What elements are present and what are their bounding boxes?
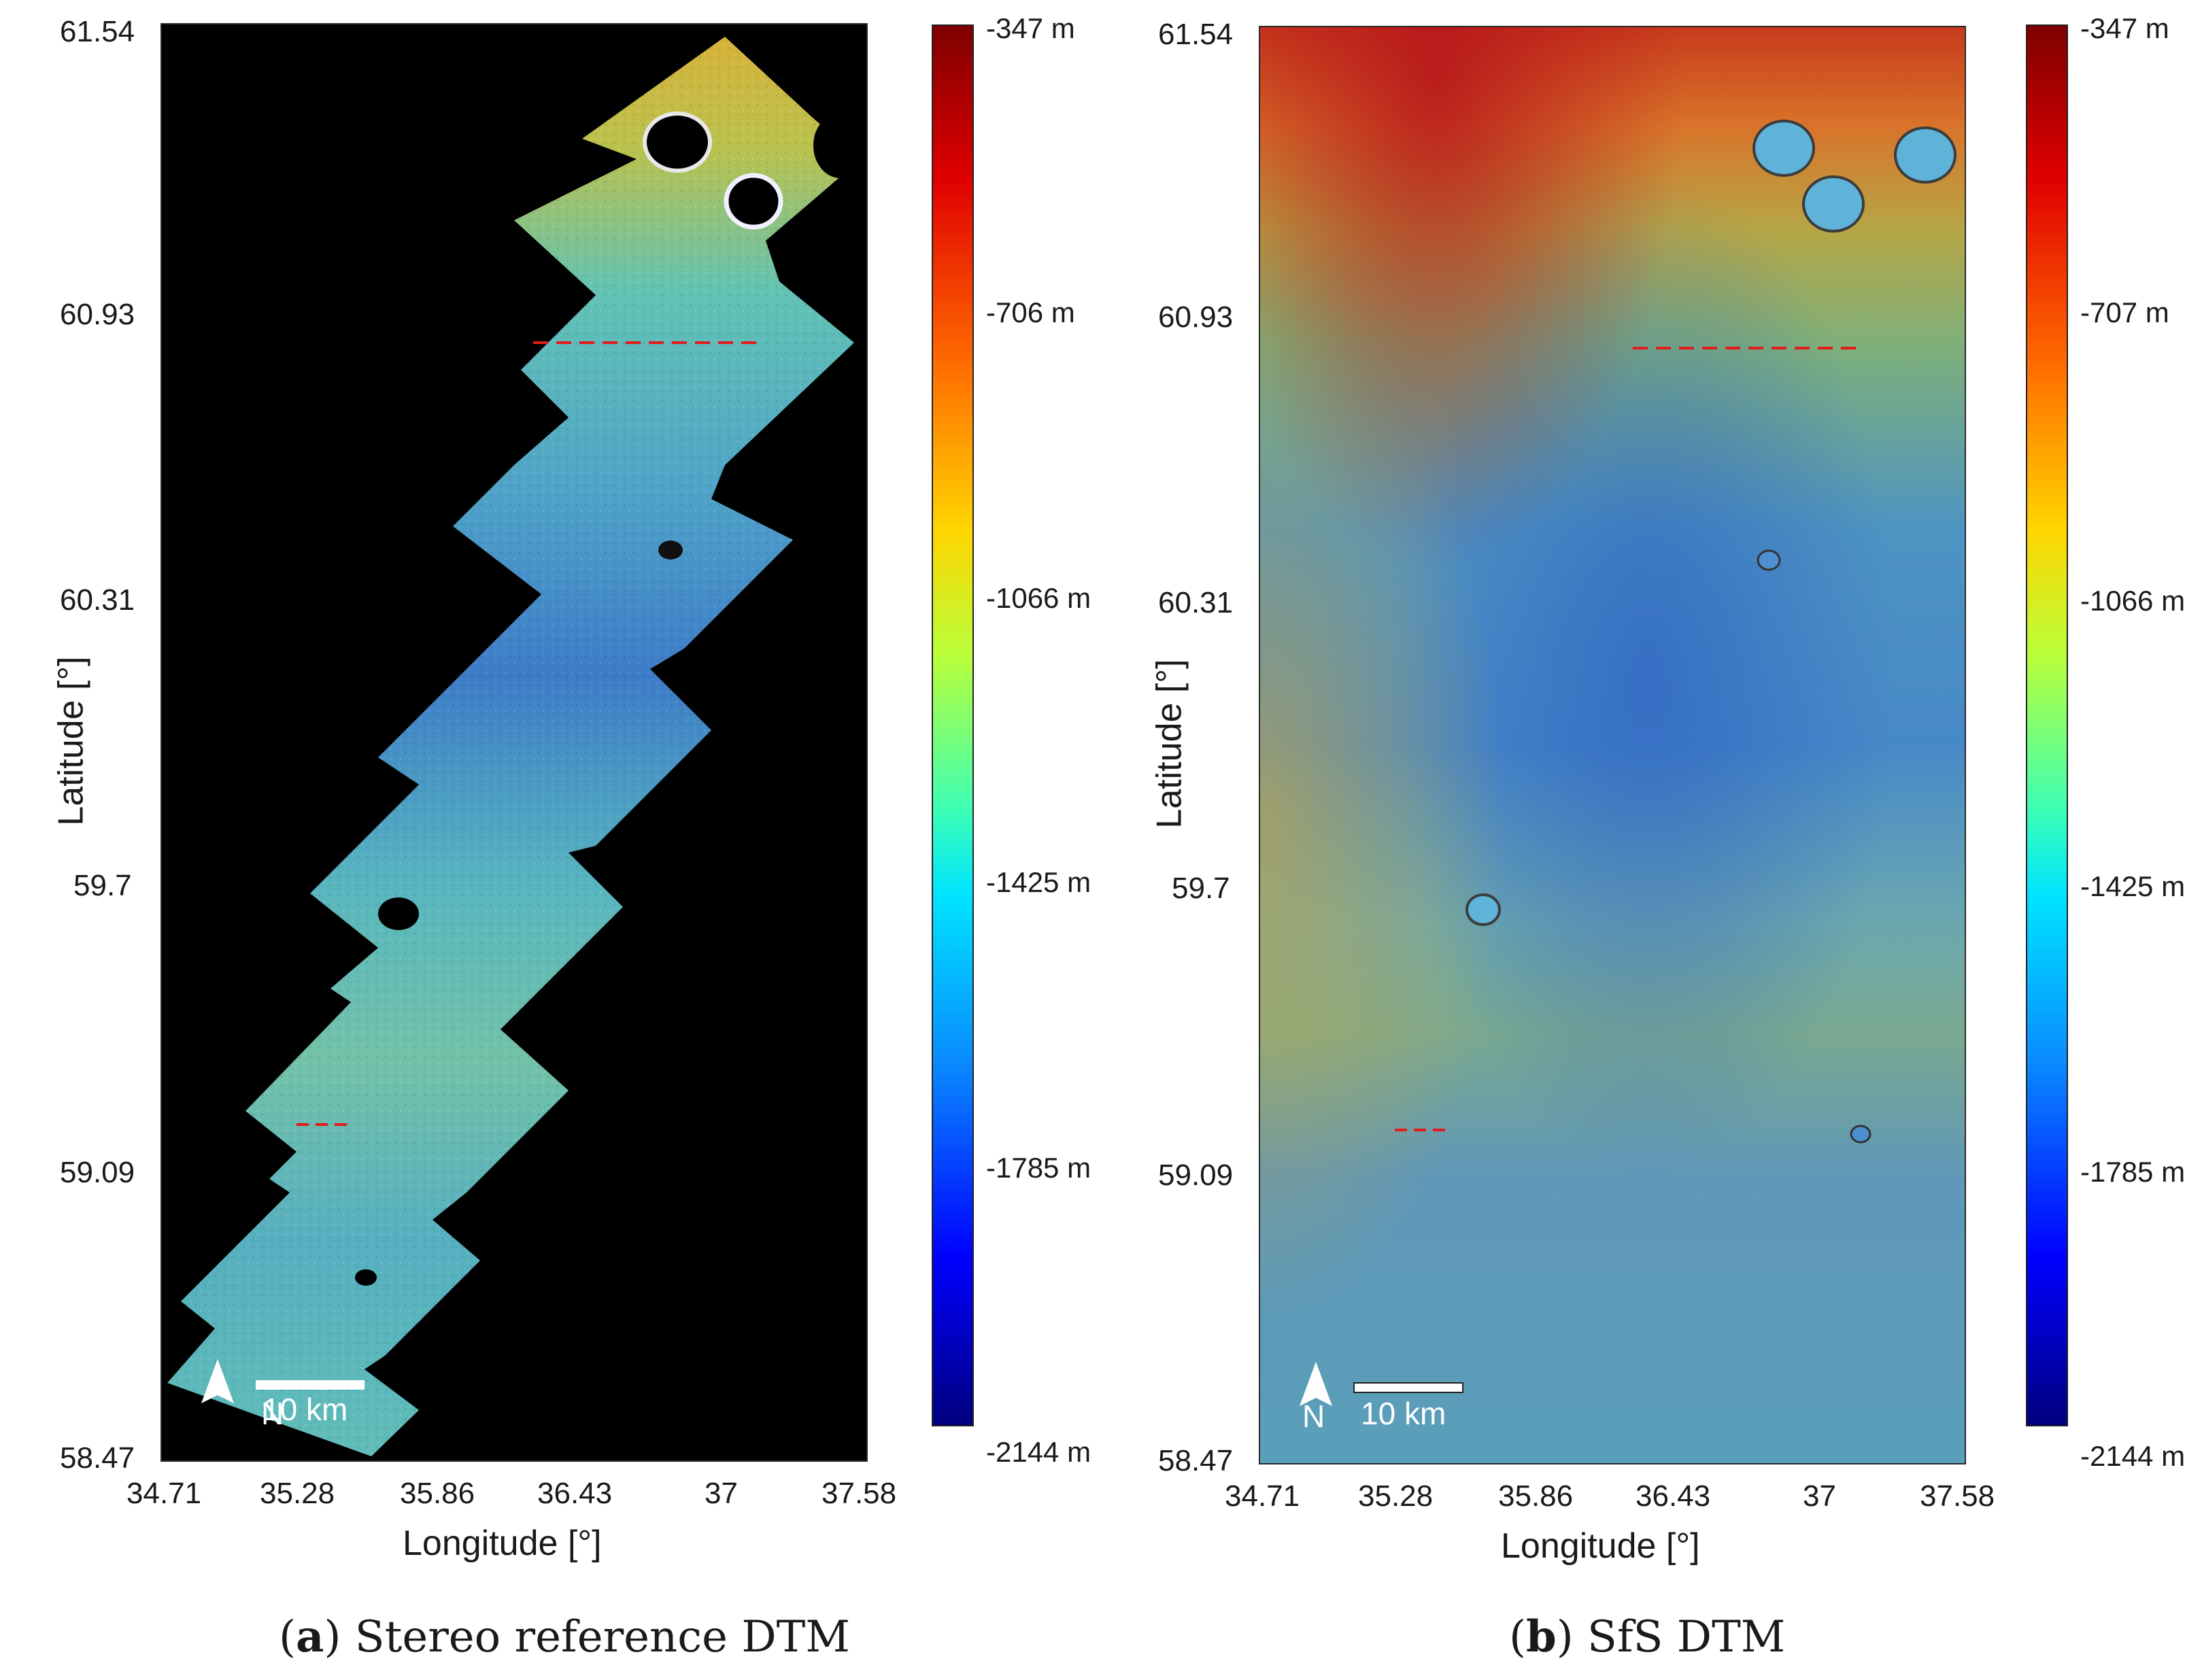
x-tick-a-4: 37 xyxy=(705,1477,738,1510)
colorbar-label-a-4: -1785 m xyxy=(986,1152,1091,1184)
y-tick-b-1: 60.93 xyxy=(1158,301,1234,334)
crater-a-1 xyxy=(643,112,712,173)
crater-a-3 xyxy=(813,113,868,178)
x-tick-b-1: 35.28 xyxy=(1358,1479,1434,1513)
y-tick-a-5: 58.47 xyxy=(60,1441,135,1475)
dtm-texture-a xyxy=(167,37,861,1456)
y-axis-title-b: Latitude [°] xyxy=(1149,659,1189,829)
caption-letter-a: a xyxy=(295,1611,324,1662)
x-tick-a-5: 37.58 xyxy=(821,1477,897,1510)
colorbar-label-b-5: -2144 m xyxy=(2080,1440,2186,1472)
x-tick-b-4: 37 xyxy=(1803,1479,1836,1513)
map-frame-b xyxy=(1259,26,1966,1464)
north-label-b: N xyxy=(1302,1399,1325,1434)
x-tick-a-1: 35.28 xyxy=(260,1477,335,1510)
colorbar-a xyxy=(932,24,974,1426)
caption-b: (b) SfS DTM xyxy=(1509,1611,1786,1662)
scale-bar-a xyxy=(256,1380,365,1390)
crater-a-2 xyxy=(724,173,783,230)
y-tick-b-0: 61.54 xyxy=(1158,18,1234,51)
scale-bar-b xyxy=(1353,1382,1463,1393)
crater-a-5 xyxy=(355,1269,377,1286)
colorbar-label-b-1: -707 m xyxy=(2080,296,2169,328)
caption-text-b: SfS DTM xyxy=(1587,1612,1786,1662)
north-label-a: N xyxy=(261,1396,284,1431)
y-tick-a-1: 60.93 xyxy=(60,298,135,331)
caption-a: (a) Stereo reference DTM xyxy=(279,1611,850,1662)
x-tick-b-5: 37.58 xyxy=(1920,1479,1995,1513)
crater-a-4 xyxy=(378,897,419,930)
crater-a-6 xyxy=(658,541,683,560)
y-tick-b-3: 59.7 xyxy=(1172,872,1230,905)
y-tick-a-2: 60.31 xyxy=(60,583,135,617)
panel-a: N 10 km 61.54 60.93 60.31 59.7 59.09 58.… xyxy=(51,12,1091,1662)
crater-b-2 xyxy=(1802,175,1865,233)
colorbar-label-a-1: -706 m xyxy=(986,296,1075,328)
y-tick-b-4: 59.09 xyxy=(1158,1159,1234,1192)
colorbar-label-b-2: -1066 m xyxy=(2080,585,2186,617)
y-tick-b-2: 60.31 xyxy=(1158,586,1234,619)
y-tick-b-5: 58.47 xyxy=(1158,1444,1234,1477)
colorbar-b xyxy=(2026,24,2068,1426)
x-axis-title-b: Longitude [°] xyxy=(1501,1526,1700,1566)
x-axis-title-a: Longitude [°] xyxy=(403,1524,602,1563)
colorbar-label-a-0: -347 m xyxy=(986,12,1075,44)
caption-letter-b: b xyxy=(1525,1611,1557,1662)
map-frame-a xyxy=(160,23,868,1462)
y-tick-a-3: 59.7 xyxy=(73,869,132,902)
x-tick-a-3: 36.43 xyxy=(537,1477,613,1510)
x-tick-a-2: 35.86 xyxy=(400,1477,475,1510)
crater-b-5 xyxy=(1757,549,1781,571)
x-tick-a-0: 34.71 xyxy=(126,1477,202,1510)
crater-b-3 xyxy=(1894,126,1957,184)
colorbar-label-b-0: -347 m xyxy=(2080,12,2169,44)
caption-text-a: Stereo reference DTM xyxy=(354,1612,850,1662)
x-tick-b-3: 36.43 xyxy=(1636,1479,1711,1513)
y-axis-title-a: Latitude [°] xyxy=(51,656,91,826)
crater-b-4 xyxy=(1466,893,1501,926)
crater-b-1 xyxy=(1752,120,1815,177)
colorbar-label-a-2: -1066 m xyxy=(986,582,1091,614)
colorbar-label-a-5: -2144 m xyxy=(986,1436,1091,1468)
north-arrow-icon-b xyxy=(1300,1362,1332,1406)
x-tick-b-2: 35.86 xyxy=(1498,1479,1574,1513)
x-tick-b-0: 34.71 xyxy=(1225,1479,1300,1513)
colorbar-label-a-3: -1425 m xyxy=(986,866,1091,898)
y-tick-a-4: 59.09 xyxy=(60,1156,135,1189)
colorbar-label-b-3: -1425 m xyxy=(2080,870,2186,902)
colorbar-label-b-4: -1785 m xyxy=(2080,1156,2186,1188)
y-tick-a-0: 61.54 xyxy=(60,15,135,48)
scale-bar-label-a: 10 km xyxy=(262,1392,348,1427)
panel-b: N 10 km 61.54 60.93 60.31 59.7 59.09 58.… xyxy=(1101,0,2202,1680)
scale-bar-label-b: 10 km xyxy=(1361,1396,1446,1431)
north-arrow-icon-a xyxy=(201,1359,234,1403)
crater-b-6 xyxy=(1850,1125,1871,1144)
